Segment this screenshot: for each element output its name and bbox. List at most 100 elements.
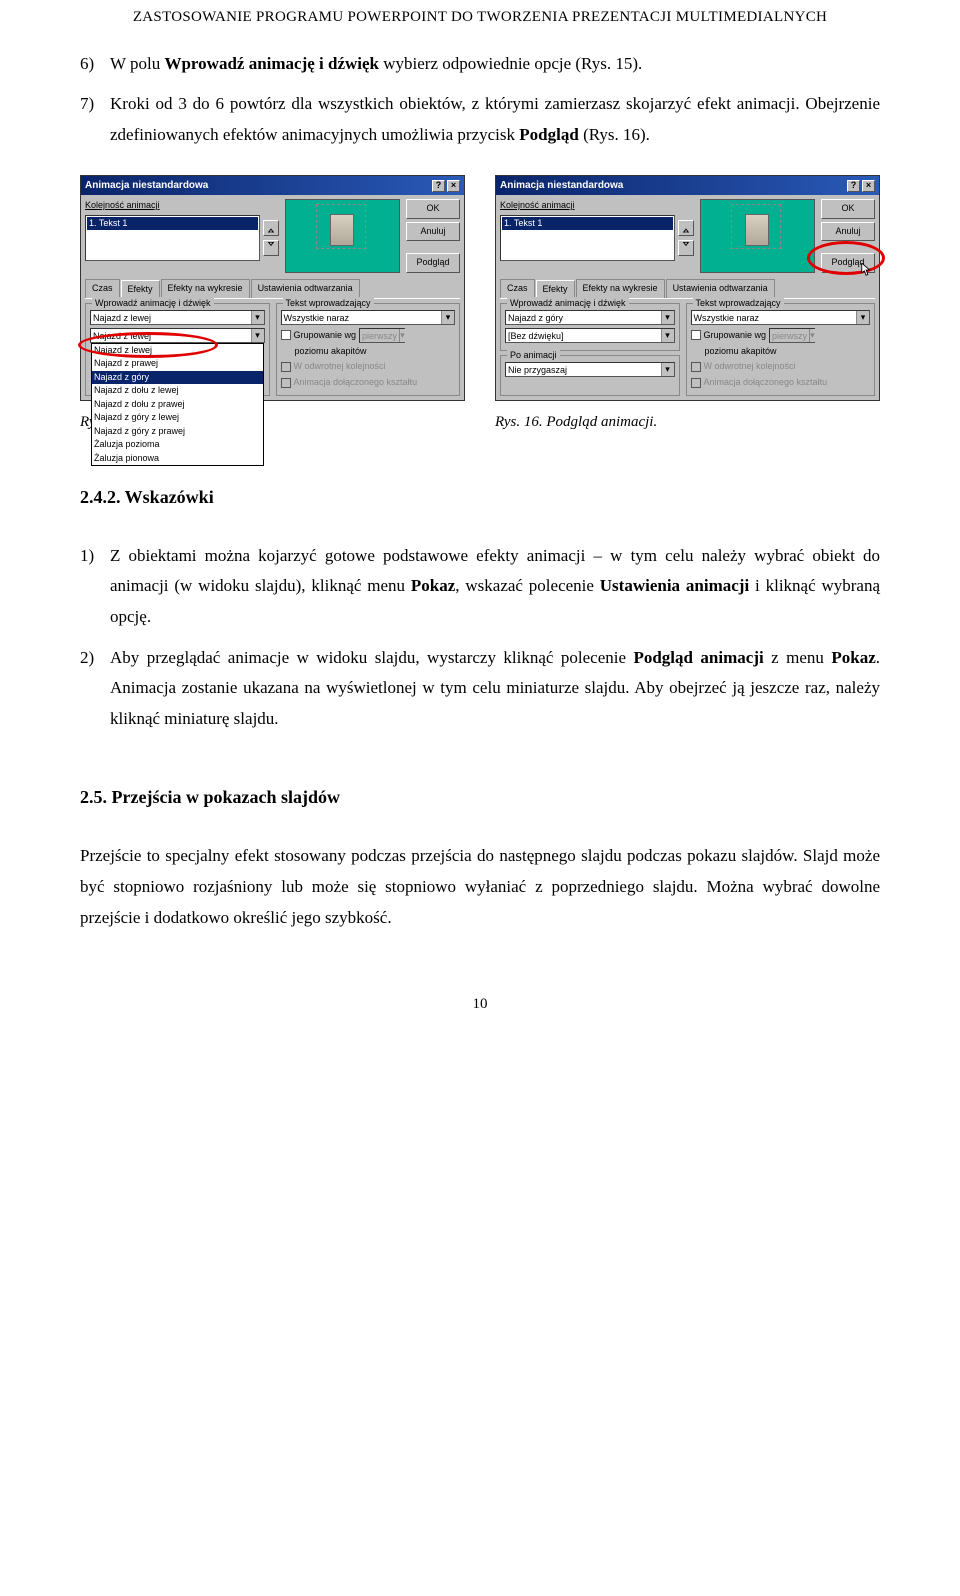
list-number: 7)	[80, 89, 110, 150]
text-combo[interactable]: Wszystkie naraz ▾	[281, 310, 456, 325]
tab-ustawienia[interactable]: Ustawienia odtwarzania	[251, 279, 360, 298]
chk-reverse-label: W odwrotnej kolejności	[294, 360, 386, 374]
titlebar-text: Animacja niestandardowa	[85, 178, 432, 193]
list-text: Aby przeglądać animacje w widoku slajdu,…	[110, 643, 880, 735]
titlebar-text: Animacja niestandardowa	[500, 178, 847, 193]
chk-reverse	[691, 362, 701, 372]
titlebar: Animacja niestandardowa ? ×	[496, 176, 879, 195]
cancel-button[interactable]: Anuluj	[821, 222, 875, 242]
chk-group[interactable]	[281, 330, 291, 340]
text-combo[interactable]: Wszystkie naraz ▾	[691, 310, 871, 325]
dropdown-item[interactable]: Żaluzja pozioma	[92, 438, 263, 452]
heading-242: 2.4.2. Wskazówki	[80, 484, 880, 511]
cancel-button[interactable]: Anuluj	[406, 222, 460, 242]
anim-combo-1[interactable]: Najazd z góry ▾	[505, 310, 675, 325]
anim-combo-2[interactable]: Najazd z lewej ▾ Najazd z lewejNajazd z …	[90, 328, 265, 343]
move-up-button[interactable]: 🢕	[678, 220, 694, 236]
titlebar: Animacja niestandardowa ? ×	[81, 176, 464, 195]
preview-pane	[700, 199, 815, 273]
dialog-animacja-16: Animacja niestandardowa ? × Kolejność an…	[495, 175, 880, 401]
figure-15: Animacja niestandardowa ? × Kolejność an…	[80, 175, 465, 434]
anim-combo-2[interactable]: [Bez dźwięku] ▾	[505, 328, 675, 343]
help-icon[interactable]: ?	[847, 180, 860, 192]
dropdown-item[interactable]: Żaluzja pionowa	[92, 452, 263, 466]
list-number: 1)	[80, 541, 110, 633]
level-label: poziomu akapitów	[281, 345, 456, 359]
fig16-caption: Rys. 16. Podgląd animacji.	[495, 411, 880, 434]
chevron-down-icon[interactable]: ▾	[856, 311, 869, 324]
chevron-down-icon[interactable]: ▾	[441, 311, 454, 324]
list-item: 2)Aby przeglądać animacje w widoku slajd…	[80, 643, 880, 735]
dropdown-item[interactable]: Najazd z prawej	[92, 357, 263, 371]
preview-pane	[285, 199, 400, 273]
group-anim: Wprowadź animację i dźwięk Najazd z lewe…	[85, 303, 270, 397]
dropdown-item[interactable]: Najazd z góry z lewej	[92, 411, 263, 425]
move-up-button[interactable]: 🢕	[263, 220, 279, 236]
chk-reverse	[281, 362, 291, 372]
list-item: 7)Kroki od 3 do 6 powtórz dla wszystkich…	[80, 89, 880, 150]
page-header: ZASTOSOWANIE PROGRAMU POWERPOINT DO TWOR…	[80, 0, 880, 49]
chk-attached	[691, 378, 701, 388]
para-25: Przejście to specjalny efekt stosowany p…	[80, 841, 880, 933]
list-text: Z obiektami można kojarzyć gotowe podsta…	[110, 541, 880, 633]
order-item[interactable]: 1. Tekst 1	[502, 217, 673, 231]
level-combo: pierwszy ▾	[769, 328, 815, 343]
order-item[interactable]: 1. Tekst 1	[87, 217, 258, 231]
close-icon[interactable]: ×	[862, 180, 875, 192]
figure-16: Animacja niestandardowa ? × Kolejność an…	[495, 175, 880, 434]
group-after: Po animacji Nie przygaszaj ▾	[500, 355, 680, 397]
list-item: 1)Z obiektami można kojarzyć gotowe pods…	[80, 541, 880, 633]
ok-button[interactable]: OK	[821, 199, 875, 219]
close-icon[interactable]: ×	[447, 180, 460, 192]
tab-czas[interactable]: Czas	[500, 279, 535, 298]
group-text: Tekst wprowadzający Wszystkie naraz ▾ Gr…	[276, 303, 461, 397]
heading-25: 2.5. Przejścia w pokazach slajdów	[80, 784, 880, 811]
order-listbox[interactable]: 1. Tekst 1	[500, 215, 675, 261]
list-text: Kroki od 3 do 6 powtórz dla wszystkich o…	[110, 89, 880, 150]
figures-row: Animacja niestandardowa ? × Kolejność an…	[80, 175, 880, 434]
list-number: 2)	[80, 643, 110, 735]
help-icon[interactable]: ?	[432, 180, 445, 192]
order-listbox[interactable]: 1. Tekst 1	[85, 215, 260, 261]
after-combo[interactable]: Nie przygaszaj ▾	[505, 362, 675, 377]
dropdown-item[interactable]: Najazd z góry z prawej	[92, 425, 263, 439]
chk-group-label: Grupowanie wg	[704, 329, 767, 343]
chk-group[interactable]	[691, 330, 701, 340]
chk-group-label: Grupowanie wg	[294, 329, 357, 343]
chk-attached-label: Animacja dołączonego kształtu	[704, 376, 828, 390]
list-number: 6)	[80, 49, 110, 80]
preview-button[interactable]: Podgląd	[406, 253, 460, 273]
anim-combo-1[interactable]: Najazd z lewej ▾	[90, 310, 265, 325]
chk-attached-label: Animacja dołączonego kształtu	[294, 376, 418, 390]
dropdown-list[interactable]: Najazd z lewejNajazd z prawejNajazd z gó…	[91, 343, 264, 467]
ok-button[interactable]: OK	[406, 199, 460, 219]
level-combo: pierwszy ▾	[359, 328, 405, 343]
dropdown-item[interactable]: Najazd z dołu z lewej	[92, 384, 263, 398]
chevron-down-icon[interactable]: ▾	[251, 329, 264, 342]
chk-reverse-label: W odwrotnej kolejności	[704, 360, 796, 374]
level-label: poziomu akapitów	[691, 345, 871, 359]
chevron-down-icon[interactable]: ▾	[661, 329, 674, 342]
tab-efekty-wykres[interactable]: Efekty na wykresie	[161, 279, 250, 298]
order-label: Kolejność animacji	[500, 199, 694, 213]
chevron-down-icon[interactable]: ▾	[251, 311, 264, 324]
page-number: 10	[80, 993, 880, 1016]
dialog-animacja-15: Animacja niestandardowa ? × Kolejność an…	[80, 175, 465, 401]
tab-efekty-wykres[interactable]: Efekty na wykresie	[576, 279, 665, 298]
chevron-down-icon[interactable]: ▾	[661, 311, 674, 324]
cursor-icon	[861, 263, 873, 277]
chk-attached	[281, 378, 291, 388]
list-text: W polu Wprowadź animację i dźwięk wybier…	[110, 49, 880, 80]
tab-czas[interactable]: Czas	[85, 279, 120, 298]
dropdown-item[interactable]: Najazd z góry	[92, 371, 263, 385]
chevron-down-icon[interactable]: ▾	[661, 363, 674, 376]
dropdown-item[interactable]: Najazd z lewej	[92, 344, 263, 358]
order-label: Kolejność animacji	[85, 199, 279, 213]
group-text: Tekst wprowadzający Wszystkie naraz ▾ Gr…	[686, 303, 876, 397]
move-down-button[interactable]: 🢗	[263, 240, 279, 256]
dropdown-item[interactable]: Najazd z dołu z prawej	[92, 398, 263, 412]
move-down-button[interactable]: 🢗	[678, 240, 694, 256]
group-anim: Wprowadź animację i dźwięk Najazd z góry…	[500, 303, 680, 351]
list-item: 6)W polu Wprowadź animację i dźwięk wybi…	[80, 49, 880, 80]
tab-ustawienia[interactable]: Ustawienia odtwarzania	[666, 279, 775, 298]
